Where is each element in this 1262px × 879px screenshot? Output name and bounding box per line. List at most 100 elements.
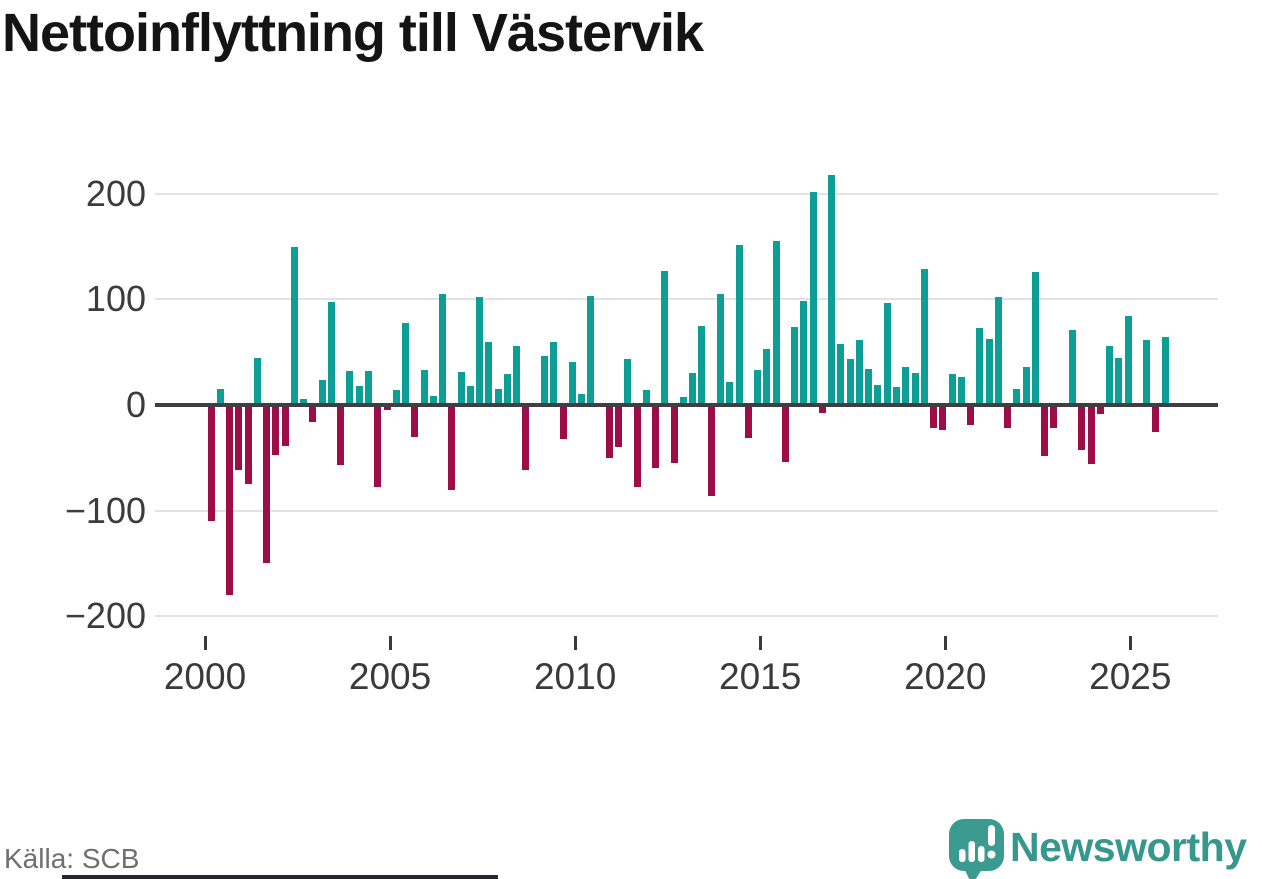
bar-2020-Q1 bbox=[948, 374, 956, 405]
bar-2022-Q1 bbox=[1022, 367, 1030, 405]
bar-2019-Q4 bbox=[939, 405, 947, 431]
bar-2006-Q1 bbox=[429, 395, 437, 405]
bar-2003-Q2 bbox=[327, 301, 335, 405]
bar-2001-Q3 bbox=[263, 405, 271, 564]
bar-2021-Q4 bbox=[1013, 389, 1021, 405]
bar-2022-Q3 bbox=[1041, 405, 1049, 456]
bar-2019-Q1 bbox=[911, 373, 919, 405]
gridline-y--100 bbox=[155, 509, 1218, 512]
bar-2014-Q4 bbox=[754, 370, 762, 405]
bar-2006-Q4 bbox=[457, 372, 465, 405]
y-axis-label-0: 0 bbox=[125, 384, 146, 425]
bar-2008-Q1 bbox=[503, 374, 511, 405]
gridline-y-100 bbox=[155, 298, 1218, 301]
bar-2016-Q4 bbox=[828, 174, 836, 405]
bar-2001-Q2 bbox=[253, 357, 261, 405]
bar-2017-Q2 bbox=[846, 358, 854, 405]
bar-2005-Q1 bbox=[392, 390, 400, 405]
bar-2004-Q1 bbox=[355, 386, 363, 405]
bar-2006-Q3 bbox=[448, 405, 456, 491]
bar-2025-Q4 bbox=[1161, 337, 1169, 405]
source-note: Källa: SCB bbox=[4, 843, 140, 874]
bar-2018-Q4 bbox=[902, 367, 910, 405]
bar-2007-Q2 bbox=[476, 297, 484, 405]
bar-2015-Q2 bbox=[772, 241, 780, 405]
bar-2014-Q2 bbox=[735, 244, 743, 405]
bar-2005-Q3 bbox=[411, 405, 419, 437]
bar-2014-Q3 bbox=[744, 405, 752, 438]
bar-2007-Q4 bbox=[494, 389, 502, 405]
bar-2015-Q4 bbox=[791, 326, 799, 405]
bar-2016-Q3 bbox=[818, 405, 826, 414]
bar-2010-Q4 bbox=[605, 405, 613, 458]
bar-2014-Q1 bbox=[726, 381, 734, 405]
bar-2013-Q2 bbox=[698, 325, 706, 405]
bar-2012-Q3 bbox=[670, 405, 678, 464]
bar-2006-Q2 bbox=[439, 294, 447, 405]
bar-2005-Q4 bbox=[420, 370, 428, 405]
x-axis-label-2010: 2010 bbox=[533, 656, 617, 697]
bar-2024-Q2 bbox=[1106, 345, 1114, 405]
bar-2019-Q2 bbox=[920, 268, 928, 405]
bar-2011-Q2 bbox=[624, 358, 632, 405]
gridline-y--200 bbox=[155, 615, 1218, 618]
bar-2002-Q2 bbox=[290, 246, 298, 405]
bar-2025-Q3 bbox=[1152, 405, 1160, 433]
bar-2024-Q4 bbox=[1124, 316, 1132, 405]
newsworthy-logo[interactable]: Newsworthy bbox=[946, 812, 1262, 879]
bar-2013-Q1 bbox=[689, 373, 697, 405]
bar-2005-Q2 bbox=[402, 322, 410, 405]
bar-2021-Q1 bbox=[985, 338, 993, 405]
bar-2024-Q3 bbox=[1115, 357, 1123, 405]
bar-2018-Q1 bbox=[874, 384, 882, 405]
bar-2007-Q1 bbox=[466, 386, 474, 405]
bar-2009-Q2 bbox=[550, 341, 558, 405]
bar-2015-Q1 bbox=[763, 349, 771, 405]
bar-2002-Q3 bbox=[300, 398, 308, 405]
bar-2007-Q3 bbox=[485, 341, 493, 405]
bar-2020-Q4 bbox=[976, 327, 984, 405]
bar-2018-Q3 bbox=[892, 387, 900, 405]
bar-2020-Q2 bbox=[957, 376, 965, 405]
bar-2011-Q1 bbox=[615, 405, 623, 448]
bar-2016-Q2 bbox=[809, 191, 817, 405]
x-axis-tick-2010 bbox=[573, 636, 577, 650]
y-axis-label--200: −200 bbox=[64, 595, 146, 637]
y-axis-label--100: −100 bbox=[64, 489, 146, 531]
bar-2012-Q4 bbox=[679, 396, 687, 405]
y-axis-label-100: 100 bbox=[85, 278, 146, 320]
bar-2009-Q4 bbox=[568, 361, 576, 405]
bar-2002-Q4 bbox=[309, 405, 317, 422]
bar-2024-Q1 bbox=[1096, 405, 1104, 415]
bar-2003-Q4 bbox=[346, 371, 354, 405]
bar-2004-Q2 bbox=[364, 371, 372, 405]
bar-2000-Q4 bbox=[235, 405, 243, 471]
newsworthy-bubble-chart-icon bbox=[949, 819, 1004, 879]
bar-2023-Q3 bbox=[1078, 405, 1086, 451]
x-axis-label-2020: 2020 bbox=[904, 656, 987, 697]
bar-2022-Q2 bbox=[1031, 272, 1039, 405]
bar-2000-Q1 bbox=[207, 405, 215, 522]
bar-2023-Q2 bbox=[1068, 330, 1076, 405]
bar-2013-Q3 bbox=[707, 405, 715, 496]
bar-2000-Q2 bbox=[216, 389, 224, 405]
bar-2015-Q3 bbox=[781, 405, 789, 462]
x-axis-tick-2020 bbox=[943, 636, 947, 650]
gridline-y-200 bbox=[155, 192, 1218, 195]
y-axis-label-200: 200 bbox=[85, 172, 146, 214]
bar-2001-Q1 bbox=[244, 405, 252, 485]
bar-2004-Q4 bbox=[383, 405, 391, 411]
bar-2012-Q1 bbox=[652, 405, 660, 469]
x-axis-tick-2025 bbox=[1128, 636, 1132, 650]
x-axis-label-2015: 2015 bbox=[719, 656, 802, 697]
x-axis-tick-2000 bbox=[203, 636, 207, 650]
newsworthy-wordmark: Newsworthy bbox=[1010, 824, 1247, 870]
bar-2009-Q3 bbox=[559, 405, 567, 439]
bar-2008-Q3 bbox=[522, 405, 530, 471]
bar-2003-Q1 bbox=[318, 379, 326, 405]
bar-2008-Q2 bbox=[513, 345, 521, 405]
x-axis-tick-2015 bbox=[758, 636, 762, 650]
x-axis-label-2025: 2025 bbox=[1089, 656, 1172, 697]
bar-2023-Q4 bbox=[1087, 405, 1095, 465]
